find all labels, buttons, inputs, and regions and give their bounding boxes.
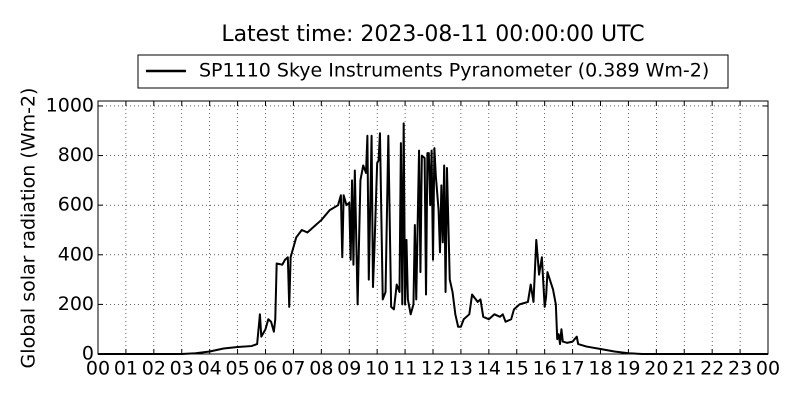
data-line [98, 122, 768, 355]
y-tick-label: 1000 [46, 94, 94, 116]
x-tick-label: 02 [142, 358, 166, 380]
x-tick-label: 03 [170, 358, 194, 380]
x-tick-label: 09 [337, 358, 361, 380]
x-tick-label: 10 [365, 358, 389, 380]
x-tick-label: 08 [309, 358, 333, 380]
y-tick-label: 200 [58, 293, 94, 315]
x-tick-label: 20 [644, 358, 668, 380]
x-tick-label: 13 [449, 358, 473, 380]
x-tick-label: 15 [505, 358, 529, 380]
x-tick-label: 12 [421, 358, 445, 380]
x-tick-label: 22 [700, 358, 724, 380]
x-tick-label: 18 [588, 358, 612, 380]
x-tick-label: 21 [672, 358, 696, 380]
x-tick-label: 05 [225, 358, 249, 380]
legend-label: SP1110 Skye Instruments Pyranometer (0.3… [199, 60, 709, 82]
x-tick-label: 19 [616, 358, 640, 380]
x-tick-label: 01 [114, 358, 138, 380]
x-tick-label: 07 [281, 358, 305, 380]
x-tick-label: 17 [560, 358, 584, 380]
x-tick-label: 14 [477, 358, 501, 380]
plot-frame [97, 100, 769, 355]
x-tick-label: 04 [198, 358, 222, 380]
y-tick-label: 0 [82, 343, 94, 365]
y-tick-label: 800 [58, 144, 94, 166]
y-tick-label: 600 [58, 194, 94, 216]
x-tick-label: 16 [533, 358, 557, 380]
x-tick-label: 00 [86, 358, 110, 380]
x-tick-label: 06 [253, 358, 277, 380]
x-tick-label: 11 [393, 358, 417, 380]
y-tick-label: 400 [58, 243, 94, 265]
y-axis-label: Global solar radiation (Wm-2) [18, 88, 40, 369]
x-tick-label: 00 [756, 358, 780, 380]
chart-title: Latest time: 2023-08-11 00:00:00 UTC [221, 22, 644, 47]
legend-box [137, 54, 729, 89]
x-tick-label: 23 [728, 358, 752, 380]
